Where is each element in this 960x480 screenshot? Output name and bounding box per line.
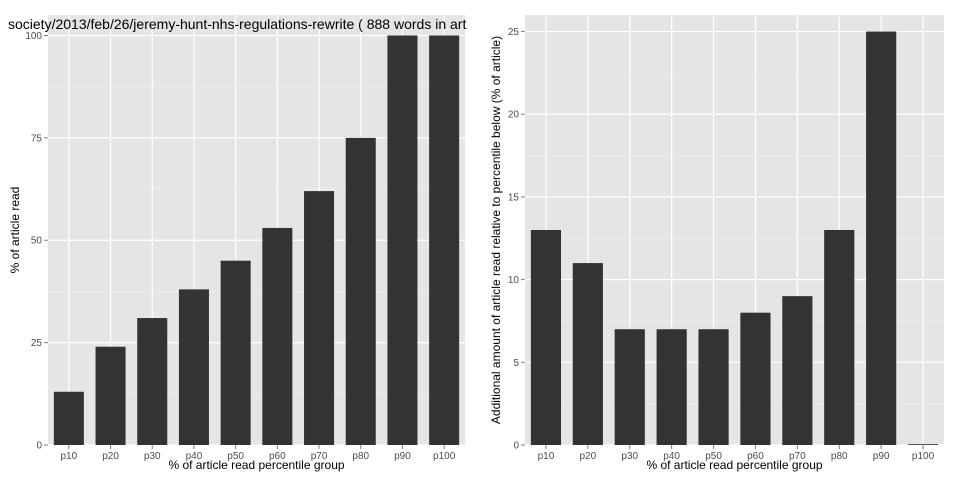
x-tick-label: p30 <box>621 451 638 462</box>
bar-p10 <box>53 391 84 445</box>
y-tick-label: 50 <box>31 236 43 247</box>
x-axis-label: % of article read percentile group <box>168 458 344 472</box>
x-tick-label: p40 <box>186 451 203 462</box>
x-tick-label: p80 <box>831 451 848 462</box>
bar-p70 <box>304 191 335 445</box>
x-tick-label: p70 <box>311 451 328 462</box>
x-tick-label: p20 <box>580 451 597 462</box>
bar-p40 <box>178 289 209 445</box>
bar-p90 <box>387 35 418 445</box>
x-tick-label: p40 <box>663 451 680 462</box>
x-tick-label: p60 <box>269 451 286 462</box>
bar-p10 <box>530 230 562 445</box>
y-tick-label: 10 <box>508 275 520 286</box>
x-tick-label: p90 <box>394 451 411 462</box>
bar-p30 <box>137 318 168 445</box>
x-tick-label: p50 <box>227 451 244 462</box>
bar-p40 <box>656 329 687 445</box>
bar-p80 <box>824 230 855 445</box>
x-tick-label: p10 <box>538 451 555 462</box>
bar-p60 <box>740 312 771 445</box>
bar-p20 <box>572 263 603 445</box>
x-tick-label: p100 <box>912 451 935 462</box>
bar-p100 <box>907 444 939 445</box>
x-tick-label: p100 <box>433 451 456 462</box>
bar-p20 <box>95 346 126 445</box>
y-tick-label: 100 <box>25 31 42 42</box>
x-tick-label: p80 <box>352 451 369 462</box>
x-tick-label: p90 <box>873 451 890 462</box>
bar-p80 <box>345 137 376 445</box>
chart-title: society/2013/feb/26/jeremy-hunt-nhs-regu… <box>8 16 466 32</box>
bar-p60 <box>262 227 293 445</box>
y-tick-label: 75 <box>31 133 43 144</box>
y-axis-label: % of article read <box>8 187 22 274</box>
y-tick-label: 15 <box>508 192 520 203</box>
y-tick-label: 0 <box>36 441 42 452</box>
left-chart: 0 25 50 75 100 p10 p20 p30 p40 p50 p60 p70 p80 p90 p10… <box>8 15 466 472</box>
bar-p50 <box>220 260 251 445</box>
y-tick-label: 25 <box>508 27 520 38</box>
x-tick-label: p70 <box>789 451 806 462</box>
x-tick-label: p30 <box>144 451 161 462</box>
right-chart: 0 5 10 15 20 25 p10 p20 p30 p40 p50 p60 p70 p80 p90 p10… <box>489 15 944 472</box>
y-tick-label: 0 <box>513 441 519 452</box>
x-tick-label: p50 <box>705 451 722 462</box>
bar-p100 <box>429 35 460 445</box>
y-tick-label: 25 <box>31 338 43 349</box>
y-tick-label: 20 <box>508 110 520 121</box>
y-axis-label: Additional amount of article read relati… <box>489 36 503 424</box>
x-axis-label: % of article read percentile group <box>646 458 822 472</box>
x-tick-label: p60 <box>747 451 764 462</box>
y-tick-label: 5 <box>513 358 519 369</box>
x-tick-label: p20 <box>102 451 119 462</box>
bar-p50 <box>698 329 729 445</box>
bar-p70 <box>782 296 813 445</box>
bar-p90 <box>866 31 897 446</box>
bar-p30 <box>614 329 645 445</box>
x-tick-label: p10 <box>61 451 78 462</box>
